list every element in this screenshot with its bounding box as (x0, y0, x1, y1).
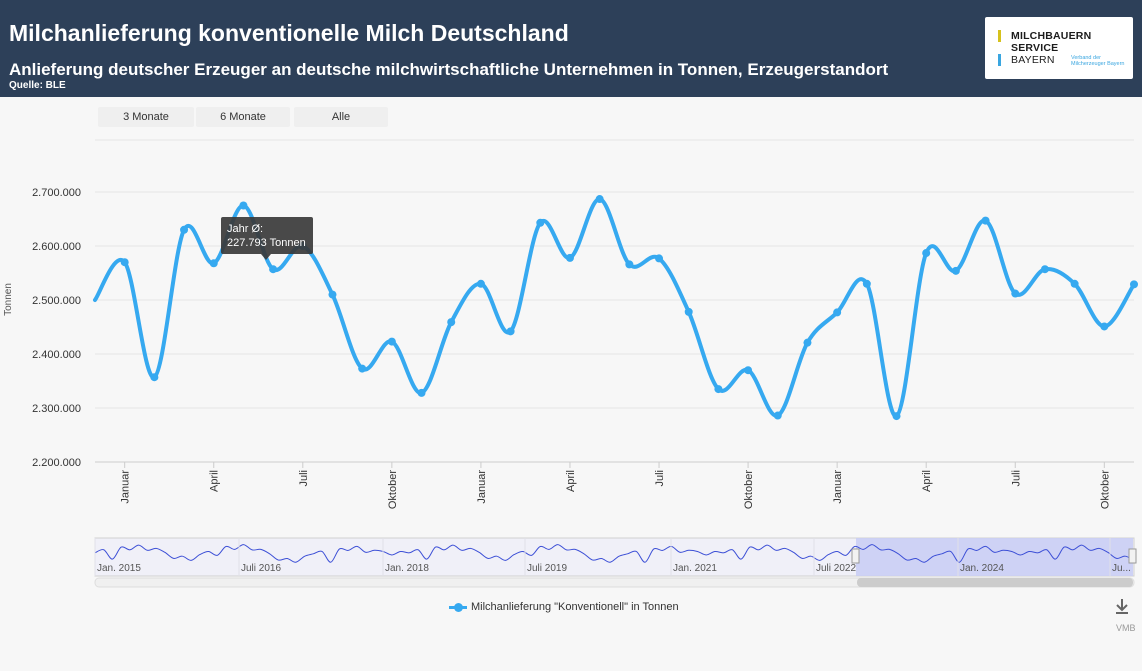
data-point[interactable] (1011, 289, 1020, 298)
x-tick-label: April (565, 470, 577, 492)
data-point[interactable] (180, 225, 189, 234)
range-button-3-months[interactable]: 3 Monate (98, 107, 194, 127)
scrollbar-thumb[interactable] (857, 578, 1133, 587)
data-point[interactable] (714, 385, 723, 394)
data-point[interactable] (417, 388, 426, 397)
data-point[interactable] (387, 337, 396, 346)
tooltip-line-1: Jahr Ø: (227, 223, 263, 235)
navigator-handle-right[interactable] (1128, 548, 1137, 564)
logo-yellow-bar (998, 30, 1001, 42)
x-tick-label: Juli (1010, 470, 1022, 487)
legend-marker (449, 602, 467, 612)
data-point[interactable] (892, 412, 901, 421)
y-tick-label: 2.400.000 (32, 349, 81, 361)
logo-line-1: MILCHBAUERN (1011, 30, 1092, 42)
data-point[interactable] (595, 195, 604, 204)
navigator-label: Jan. 2024 (960, 563, 1004, 574)
navigator-label: Jan. 2018 (385, 563, 429, 574)
x-tick-label: April (209, 470, 221, 492)
data-point[interactable] (358, 364, 367, 373)
milchbauern-logo: MILCHBAUERN SERVICE BAYERN Verband der M… (985, 17, 1133, 79)
legend-item[interactable]: Milchanlieferung "Konventionell" in Tonn… (449, 601, 679, 613)
data-point[interactable] (981, 216, 990, 225)
page-subtitle: Anlieferung deutscher Erzeuger an deutsc… (9, 60, 889, 79)
data-point[interactable] (447, 318, 456, 327)
navigator-handle-left[interactable] (851, 548, 860, 564)
navigator-label: Ju... (1112, 563, 1131, 574)
data-point[interactable] (1130, 280, 1138, 289)
navigator-series-line (94, 544, 1135, 563)
navigator-label: Juli 2016 (241, 563, 281, 574)
data-point[interactable] (922, 249, 931, 258)
data-point[interactable] (951, 266, 960, 275)
data-point[interactable] (269, 265, 278, 274)
data-point[interactable] (862, 279, 871, 288)
navigator-label: Juli 2022 (816, 563, 856, 574)
data-point[interactable] (239, 201, 248, 210)
navigator[interactable]: Jan. 2015 Juli 2016 Jan. 2018 Juli 2019 Jan.… (94, 537, 1137, 588)
x-tick-label: Oktober (387, 470, 399, 509)
y-tick-label: 2.700.000 (32, 187, 81, 199)
source-note: Quelle: BLE (9, 80, 66, 91)
x-tick-label: Oktober (743, 470, 755, 509)
x-tick-label: April (921, 470, 933, 492)
data-point[interactable] (773, 411, 782, 420)
navigator-label: Jan. 2015 (97, 563, 141, 574)
page-title: Milchanlieferung konventionelle Milch De… (9, 20, 569, 46)
data-point[interactable] (744, 366, 753, 375)
data-point[interactable] (833, 308, 842, 317)
data-point[interactable] (120, 258, 129, 267)
y-tick-label: 2.200.000 (32, 457, 81, 469)
data-point[interactable] (625, 260, 634, 269)
logo-blue-bar (998, 54, 1001, 66)
navigator-labels: Jan. 2015 Juli 2016 Jan. 2018 Juli 2019 Jan.… (94, 538, 1131, 576)
data-point[interactable] (209, 259, 218, 268)
range-button-all[interactable]: Alle (294, 107, 388, 127)
tooltip-line-2: 227.793 Tonnen (227, 237, 306, 249)
tooltip-box (221, 217, 313, 260)
x-tick-label: Juli (298, 470, 310, 487)
y-tick-label: 2.300.000 (32, 403, 81, 415)
data-point[interactable] (328, 290, 337, 299)
tooltip: Jahr Ø: 227.793 Tonnen (221, 217, 313, 260)
x-tick-label: Januar (476, 470, 488, 504)
grid-lines (95, 139, 1134, 463)
y-tick-label: 2.500.000 (32, 295, 81, 307)
data-point[interactable] (565, 253, 574, 262)
data-point[interactable] (803, 338, 812, 347)
logo-tagline: Verband der Milcherzeuger Bayern (1071, 55, 1125, 67)
y-tick-labels: 2.200.000 2.300.000 2.400.000 2.500.000 2.60… (32, 187, 81, 469)
download-icon[interactable] (1111, 595, 1133, 617)
series-points (120, 195, 1138, 421)
data-point[interactable] (1070, 279, 1079, 288)
data-point[interactable] (655, 254, 664, 263)
download-glyph (1116, 599, 1128, 614)
logo-line-2: SERVICE (1011, 42, 1059, 54)
x-tick-label: Juli (654, 470, 666, 487)
data-point[interactable] (1100, 322, 1109, 331)
header-bar: Milchanlieferung konventionelle Milch De… (0, 0, 1142, 97)
data-point[interactable] (1040, 265, 1049, 274)
range-button-6-months[interactable]: 6 Monate (196, 107, 290, 127)
data-point[interactable] (476, 279, 485, 288)
legend-label: Milchanlieferung "Konventionell" in Tonn… (471, 601, 679, 613)
y-tick-label: 2.600.000 (32, 241, 81, 253)
data-point[interactable] (536, 218, 545, 227)
x-tick-label: Januar (832, 470, 844, 504)
x-tick-labels: Januar April Juli Oktober Januar April Juli Okt… (120, 462, 1111, 509)
x-tick-label: Januar (120, 470, 132, 504)
navigator-label: Juli 2019 (527, 563, 567, 574)
data-point[interactable] (150, 373, 159, 382)
data-point[interactable] (506, 327, 515, 336)
data-point[interactable] (684, 307, 693, 316)
logo-line-3: BAYERN (1011, 54, 1055, 66)
x-tick-label: Oktober (1099, 470, 1111, 509)
navigator-label: Jan. 2021 (673, 563, 717, 574)
credit-label: VMB (1116, 623, 1136, 633)
